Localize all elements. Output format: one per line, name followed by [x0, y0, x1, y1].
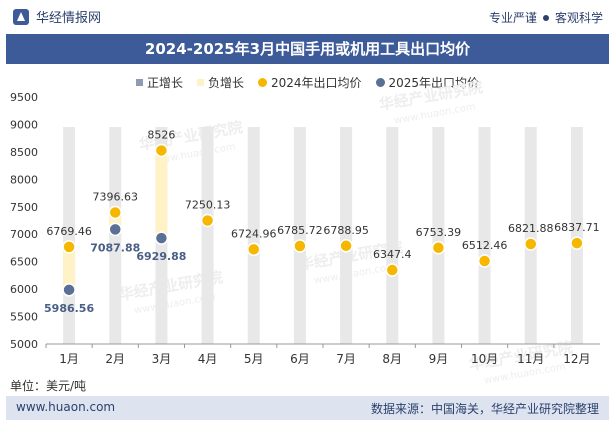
x-tick-label: 9月 — [429, 352, 449, 366]
data-point-2024 — [154, 143, 169, 158]
legend-label-2025: 2025年出口均价 — [388, 75, 480, 90]
x-tick-label: 5月 — [244, 352, 264, 366]
data-label-2024: 7250.13 — [185, 198, 231, 211]
legend-item-2025[interactable]: 2025年出口均价 — [375, 72, 480, 92]
data-point-2024 — [247, 242, 261, 257]
data-label-2024: 6821.88 — [508, 222, 554, 235]
footer: www.huaon.com 数据来源：中国海关，华经产业研究院整理 — [6, 396, 609, 420]
data-point-2025 — [62, 283, 76, 297]
series-2025-marker-icon — [375, 77, 385, 87]
data-point-2025 — [154, 231, 169, 245]
series-2024-marker-icon — [257, 77, 267, 87]
x-tick-label: 12月 — [563, 352, 590, 366]
negative-growth-bar — [63, 246, 76, 290]
background-band — [201, 127, 214, 344]
x-tick-label: 10月 — [471, 352, 498, 366]
top-bar: 华经情报网 专业严谨 客观科学 — [0, 0, 615, 34]
unit-label: 单位：美元/吨 — [10, 379, 87, 393]
y-tick-label: 9500 — [10, 91, 38, 104]
y-tick-label: 7500 — [10, 201, 38, 214]
data-label-2025: 7087.88 — [90, 241, 140, 254]
data-point-2024 — [431, 241, 446, 255]
background-band — [524, 127, 537, 344]
data-label-2024: 6753.39 — [416, 226, 462, 239]
y-tick-label: 7000 — [10, 228, 38, 241]
data-label-2024: 7396.63 — [93, 190, 139, 203]
footer-url-link[interactable]: www.huaon.com — [16, 400, 116, 414]
y-tick-label: 5000 — [10, 338, 38, 351]
negative-growth-bar — [155, 150, 168, 239]
data-label-2024: 8526 — [147, 128, 175, 141]
x-tick-label: 1月 — [59, 352, 79, 366]
dot-separator-icon — [542, 15, 549, 21]
background-band — [570, 127, 583, 344]
data-label-2025: 6929.88 — [136, 250, 186, 263]
background-band — [478, 127, 491, 344]
brand-name: 华经情报网 — [36, 11, 102, 26]
data-label-2024: 6785.72 — [277, 224, 323, 237]
legend-item-negative[interactable]: 负增长 — [196, 72, 244, 92]
y-tick-label: 6000 — [10, 283, 38, 296]
tagline-right: 客观科学 — [554, 11, 603, 25]
data-label-2024: 6347.4 — [373, 248, 412, 261]
data-label-2024: 6837.71 — [554, 221, 600, 234]
legend-item-positive[interactable]: 正增长 — [135, 72, 183, 92]
x-tick-label: 7月 — [336, 352, 356, 366]
legend-label-negative: 负增长 — [207, 75, 244, 90]
data-point-2024 — [293, 239, 307, 253]
data-point-2024 — [339, 239, 353, 253]
x-tick-label: 2月 — [105, 352, 125, 366]
huajing-logo-icon — [13, 8, 29, 25]
background-band — [247, 127, 260, 344]
background-band — [386, 127, 399, 344]
x-tick-label: 6月 — [290, 352, 310, 366]
data-point-2024 — [108, 205, 122, 220]
data-label-2024: 6512.46 — [462, 239, 508, 252]
brand[interactable]: 华经情报网 — [12, 7, 101, 26]
legend-label-positive: 正增长 — [146, 75, 183, 90]
tagline: 专业严谨 客观科学 — [489, 9, 603, 26]
x-tick-label: 4月 — [198, 352, 218, 366]
data-point-2024 — [62, 240, 76, 254]
data-point-2024 — [200, 213, 215, 228]
y-tick-label: 8000 — [10, 173, 38, 186]
data-point-2024 — [524, 237, 538, 251]
data-point-2024 — [385, 263, 399, 277]
data-label-2024: 6788.95 — [323, 224, 369, 237]
data-point-2024 — [570, 236, 584, 250]
data-label-2025: 5986.56 — [44, 302, 94, 315]
chart-title: 2024-2025年3月中国手用或机用工具出口均价 — [6, 34, 609, 64]
legend-label-2024: 2024年出口均价 — [270, 75, 362, 90]
positive-swatch-icon — [135, 78, 143, 86]
y-tick-label: 6500 — [10, 256, 38, 269]
y-tick-label: 9000 — [10, 118, 38, 131]
background-band — [293, 127, 306, 344]
y-tick-label: 5500 — [10, 311, 38, 324]
data-point-2025 — [108, 222, 122, 237]
chart-legend: 正增长 负增长 2024年出口均价 2025年出口均价 — [0, 72, 615, 92]
negative-swatch-icon — [196, 78, 204, 86]
data-label-2024: 6724.96 — [231, 227, 277, 240]
background-band — [340, 127, 353, 344]
background-band — [63, 127, 76, 344]
legend-item-2024[interactable]: 2024年出口均价 — [257, 72, 362, 92]
tagline-left: 专业严谨 — [488, 11, 537, 25]
data-label-2024: 6769.46 — [46, 225, 92, 238]
background-band — [432, 127, 445, 344]
x-tick-label: 3月 — [152, 352, 172, 366]
data-point-2024 — [477, 254, 492, 268]
footer-source: 数据来源：中国海关，华经产业研究院整理 — [370, 402, 599, 416]
x-tick-label: 11月 — [517, 352, 544, 366]
y-tick-label: 8500 — [10, 146, 38, 159]
x-tick-label: 8月 — [382, 352, 402, 366]
